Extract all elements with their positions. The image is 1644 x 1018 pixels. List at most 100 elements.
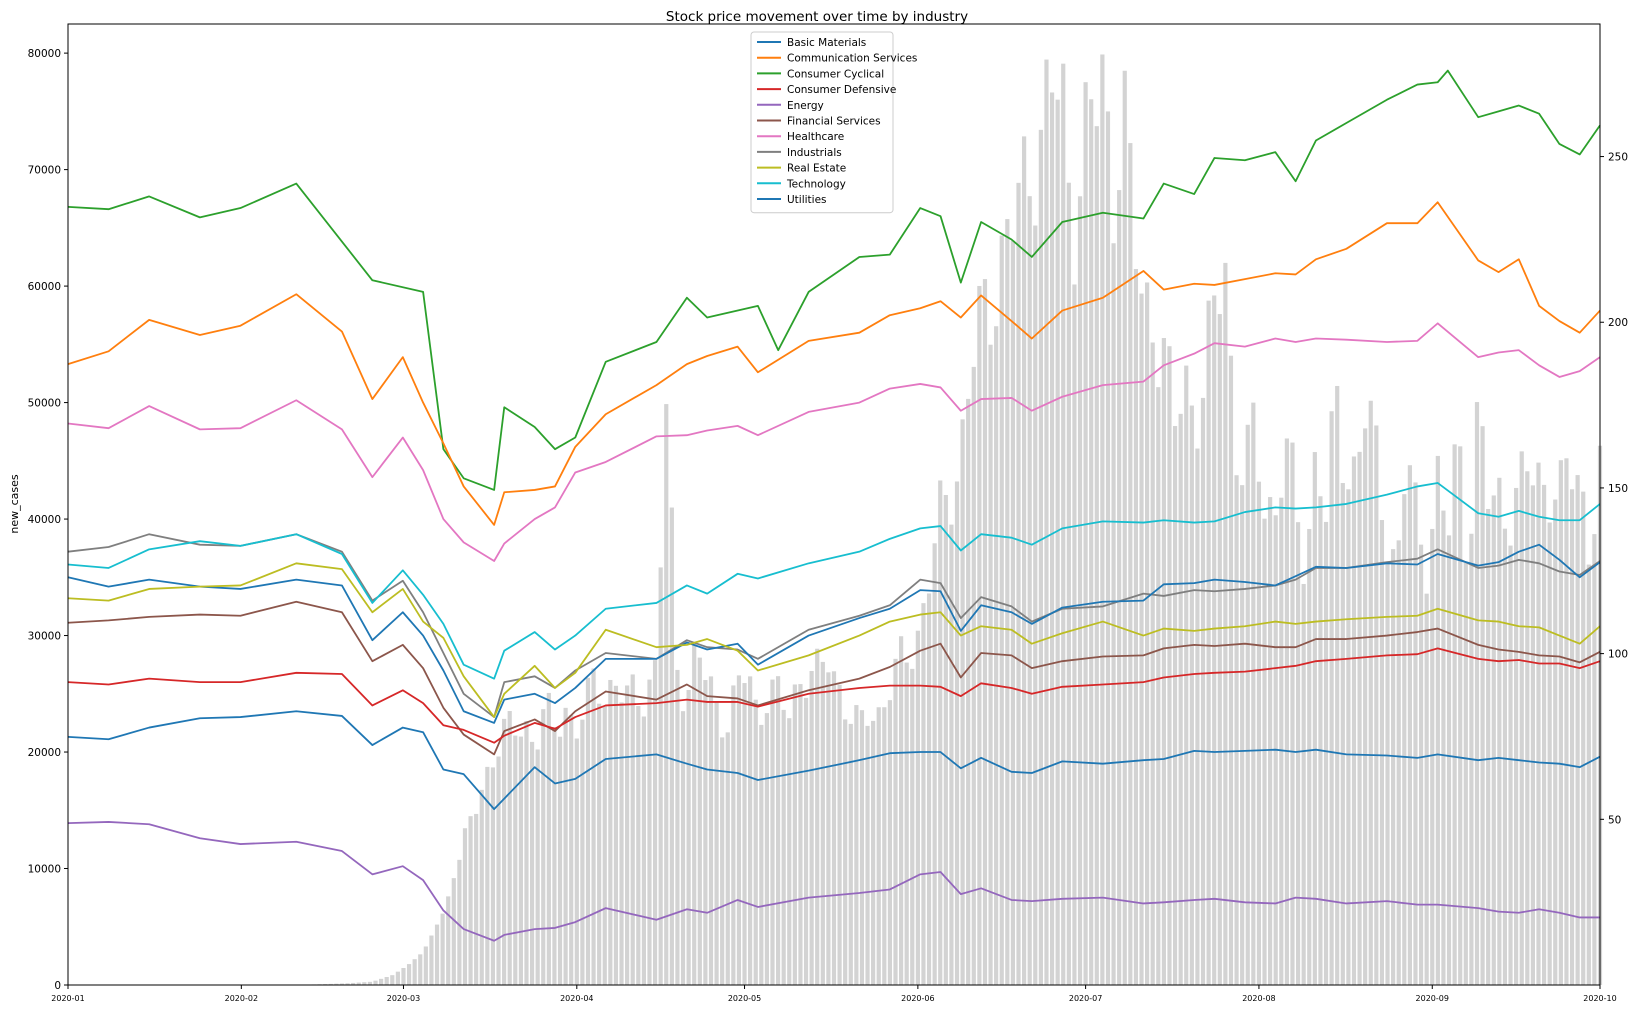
bar-new-cases <box>1067 183 1071 985</box>
bar-new-cases <box>441 914 445 985</box>
bar-new-cases <box>944 495 948 985</box>
bar-new-cases <box>1117 190 1121 985</box>
bar-new-cases <box>1581 492 1585 985</box>
legend-label: Technology <box>786 178 846 190</box>
bar-new-cases <box>1251 403 1255 985</box>
bar-new-cases <box>407 964 411 985</box>
x-tick-label: 2020-06 <box>901 994 934 1003</box>
bar-new-cases <box>1564 458 1568 985</box>
bar-new-cases <box>1587 565 1591 985</box>
legend-label: Consumer Cyclical <box>787 68 884 80</box>
bar-new-cases <box>681 711 685 985</box>
bar-new-cases <box>737 675 741 985</box>
bar-new-cases <box>865 726 869 985</box>
bar-new-cases <box>983 279 987 985</box>
legend-label: Communication Services <box>787 53 917 65</box>
bar-new-cases <box>1095 126 1099 985</box>
x-tick-label: 2020-04 <box>560 994 593 1003</box>
bar-new-cases <box>1262 519 1266 985</box>
bar-new-cases <box>474 814 478 985</box>
bar-new-cases <box>782 710 786 985</box>
legend-label: Energy <box>787 100 824 112</box>
bar-new-cases <box>821 662 825 985</box>
bar-new-cases <box>893 659 897 985</box>
bar-new-cases <box>949 525 953 985</box>
bar-new-cases <box>1229 356 1233 985</box>
bar-new-cases <box>1391 549 1395 985</box>
bar-new-cases <box>1050 92 1054 985</box>
bar-new-cases <box>502 719 506 985</box>
legend-label: Basic Materials <box>787 37 866 49</box>
bar-new-cases <box>787 718 791 985</box>
left-tick-label: 40000 <box>28 514 61 526</box>
bar-new-cases <box>843 719 847 985</box>
bar-new-cases <box>1357 452 1361 985</box>
bar-new-cases <box>698 658 702 985</box>
left-tick-label: 0 <box>54 980 61 992</box>
bar-new-cases <box>1514 488 1518 985</box>
bar-new-cases <box>1162 338 1166 985</box>
bar-new-cases <box>1100 54 1104 985</box>
bar-new-cases <box>508 711 512 985</box>
bar-new-cases <box>888 700 892 985</box>
bar-new-cases <box>1520 451 1524 985</box>
bar-new-cases <box>798 684 802 985</box>
bar-new-cases <box>1397 540 1401 985</box>
bar-new-cases <box>463 828 467 985</box>
bar-new-cases <box>1508 546 1512 985</box>
bar-new-cases <box>1447 535 1451 985</box>
bar-new-cases <box>1234 475 1238 985</box>
bar-new-cases <box>530 742 534 985</box>
bar-new-cases <box>877 707 881 985</box>
bar-new-cases <box>1559 460 1563 985</box>
chart-title: Stock price movement over time by indust… <box>666 9 968 25</box>
bar-new-cases <box>1318 496 1322 985</box>
bar-new-cases <box>1290 443 1294 985</box>
bar-new-cases <box>1341 483 1345 985</box>
bar-new-cases <box>513 736 517 985</box>
bar-new-cases <box>860 710 864 985</box>
bar-new-cases <box>1257 482 1261 985</box>
bar-new-cases <box>765 713 769 985</box>
bar-new-cases <box>586 678 590 985</box>
bar-new-cases <box>921 603 925 985</box>
bar-new-cases <box>1151 343 1155 985</box>
bar-new-cases <box>1111 243 1115 985</box>
bar-new-cases <box>496 757 500 986</box>
bar-new-cases <box>1022 136 1026 985</box>
bar-new-cases <box>1480 426 1484 985</box>
x-tick-label: 2020-09 <box>1416 994 1449 1003</box>
bar-new-cases <box>837 685 841 985</box>
left-tick-label: 50000 <box>28 398 61 410</box>
bar-new-cases <box>955 481 959 985</box>
bar-new-cases <box>988 345 992 985</box>
bar-new-cases <box>1056 100 1060 985</box>
left-tick-label: 10000 <box>28 864 61 876</box>
bar-new-cases <box>385 977 389 985</box>
bar-new-cases <box>776 676 780 985</box>
bar-new-cases <box>373 981 377 985</box>
left-tick-label: 70000 <box>28 165 61 177</box>
bar-new-cases <box>826 672 830 985</box>
bar-new-cases <box>1335 386 1339 985</box>
left-tick-label: 20000 <box>28 747 61 759</box>
bar-new-cases <box>659 567 663 985</box>
bar-new-cases <box>564 708 568 985</box>
bar-new-cases <box>1044 60 1048 985</box>
bar-new-cases <box>519 737 523 985</box>
bar-new-cases <box>1486 509 1490 985</box>
bar-new-cases <box>1033 226 1037 985</box>
bar-new-cases <box>541 709 545 985</box>
bar-new-cases <box>1268 497 1272 985</box>
bar-new-cases <box>491 767 495 985</box>
x-tick-label: 2020-08 <box>1242 994 1275 1003</box>
bar-new-cases <box>854 705 858 985</box>
bar-new-cases <box>1385 564 1389 985</box>
bar-new-cases <box>933 543 937 985</box>
bar-new-cases <box>1458 446 1462 985</box>
bar-new-cases <box>547 693 551 985</box>
bar-new-cases <box>429 936 433 985</box>
bar-new-cases <box>1016 183 1020 985</box>
left-tick-label: 80000 <box>28 48 61 60</box>
